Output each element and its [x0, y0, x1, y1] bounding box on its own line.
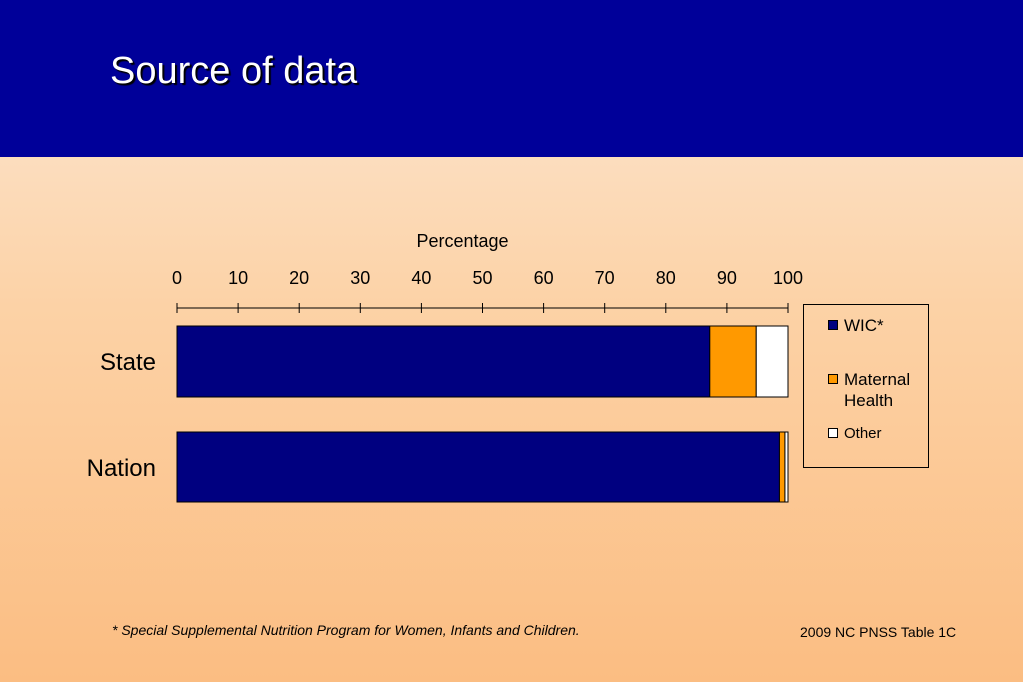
bar-segment: [755, 325, 789, 398]
x-axis-label: Percentage: [416, 231, 508, 251]
title-banner: Source of data: [0, 0, 1023, 157]
bar-segment: [709, 325, 757, 398]
category-label: State: [100, 349, 156, 376]
bar-segment: [176, 431, 780, 503]
legend-swatch: [828, 374, 838, 384]
x-tick-label: 80: [656, 268, 676, 288]
x-tick-label: 10: [228, 268, 248, 288]
bar-segment: [176, 325, 711, 398]
x-tick-label: 90: [717, 268, 737, 288]
x-tick-label: 40: [411, 268, 431, 288]
source-citation: 2009 NC PNSS Table 1C: [800, 624, 957, 640]
x-tick-label: 30: [350, 268, 370, 288]
x-tick-label: 60: [534, 268, 554, 288]
bar-segment: [778, 431, 786, 503]
x-tick-label: 70: [595, 268, 615, 288]
legend-swatch: [828, 428, 838, 438]
x-tick-label: 20: [289, 268, 309, 288]
footnote: * Special Supplemental Nutrition Program…: [112, 622, 580, 638]
x-tick-label: 100: [773, 268, 803, 288]
legend-label: Other: [844, 425, 882, 442]
legend-swatch: [828, 320, 838, 330]
bar-segment: [784, 431, 789, 503]
x-tick-label: 0: [172, 268, 182, 288]
legend-label: WIC*: [844, 316, 884, 335]
legend-label: Maternal Health: [844, 370, 911, 410]
slide-title: Source of data: [110, 50, 358, 92]
chart-legend: WIC* Maternal Health Other: [803, 304, 929, 468]
x-tick-label: 50: [472, 268, 492, 288]
category-label: Nation: [87, 455, 156, 482]
